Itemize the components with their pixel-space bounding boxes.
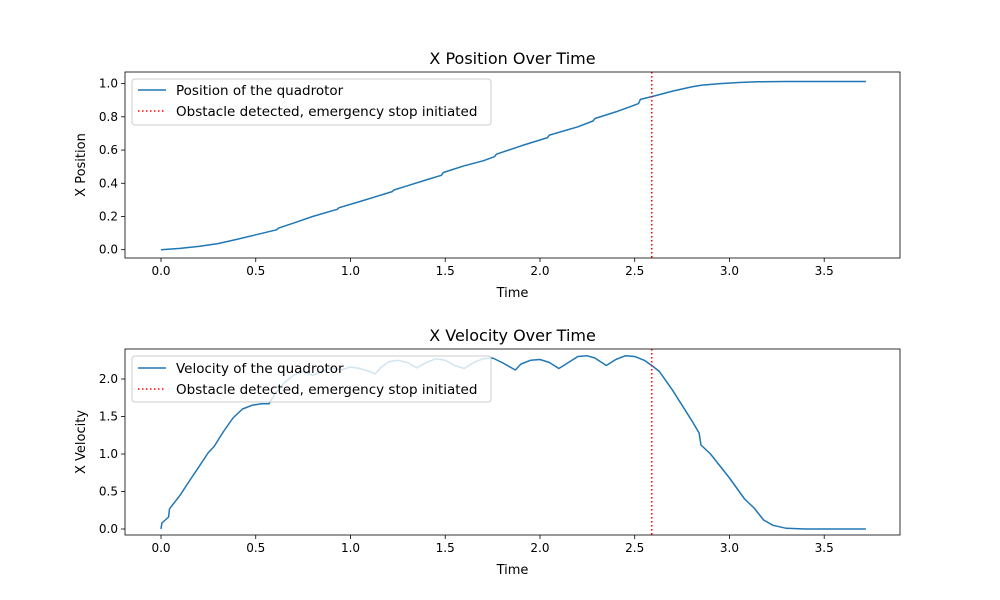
velocity-x-tick-label: 3.5	[815, 541, 834, 555]
velocity-axes-frame	[124, 348, 901, 536]
velocity-legend: Velocity of the quadrotor Obstacle detec…	[131, 355, 492, 403]
position-series-line-0	[160, 80, 866, 251]
legend-frame	[131, 355, 492, 403]
position-y-axis-label: X Position	[74, 133, 89, 197]
position-x-tick-label: 0.0	[151, 264, 170, 278]
velocity-x-tick-label: 1.5	[436, 541, 455, 555]
position-y-tick-label: 0.6	[99, 143, 118, 157]
position-x-tick-label: 1.0	[341, 264, 360, 278]
velocity-y-tick-label: 2.0	[99, 372, 118, 386]
legend-label-velocity: Velocity of the quadrotor	[176, 361, 344, 377]
position-axes-frame	[124, 71, 901, 259]
velocity-x-tick-label: 3.0	[720, 541, 739, 555]
position-y-tick-label: 0.0	[99, 243, 118, 257]
position-y-tick-label: 0.8	[99, 110, 118, 124]
velocity-y-tick-label: 1.0	[99, 447, 118, 461]
velocity-y-tick-label: 0.5	[99, 485, 118, 499]
position-ticks: 0.0 0.5 1.0 1.5 2.0 2.5 3.0 3.5 0.0 0.2 0.4 0.6 0.8 1…	[99, 77, 834, 278]
velocity-x-tick-label: 2.5	[625, 541, 644, 555]
velocity-x-tick-label: 0.0	[151, 541, 170, 555]
position-x-tick-label: 1.5	[436, 264, 455, 278]
position-x-tick-label: 0.5	[246, 264, 265, 278]
position-x-tick-label: 2.0	[530, 264, 549, 278]
velocity-subplot: X Velocity Over Time 0.0 0.5 1.0 1.5 2.0 2.5 3…	[74, 326, 901, 578]
legend-label-position: Position of the quadrotor	[176, 83, 344, 99]
position-subplot: X Position Over Time 0.0 0.5 1.0 1.5 2.0 2.5 3…	[74, 49, 901, 301]
position-legend: Position of the quadrotor Obstacle detec…	[131, 78, 492, 126]
position-x-tick-label: 3.5	[815, 264, 834, 278]
velocity-y-tick-label: 1.5	[99, 410, 118, 424]
velocity-y-tick-label: 0.0	[99, 522, 118, 536]
position-chart-title: X Position Over Time	[429, 49, 595, 68]
position-x-axis-label: Time	[496, 286, 529, 301]
legend-frame	[131, 78, 492, 126]
velocity-chart-title: X Velocity Over Time	[429, 326, 596, 345]
velocity-x-tick-label: 0.5	[246, 541, 265, 555]
legend-label-obstacle: Obstacle detected, emergency stop initia…	[176, 104, 477, 120]
velocity-ticks: 0.0 0.5 1.0 1.5 2.0 2.5 3.0 3.5 0.0 0.5 1.0 1.5 2.0	[99, 372, 834, 555]
position-x-tick-label: 2.5	[625, 264, 644, 278]
velocity-y-axis-label: X Velocity	[74, 410, 89, 474]
position-y-tick-label: 0.4	[99, 176, 118, 190]
position-y-tick-label: 1.0	[99, 77, 118, 91]
position-plot-area	[160, 72, 866, 258]
velocity-x-axis-label: Time	[496, 563, 529, 578]
legend-label-obstacle: Obstacle detected, emergency stop initia…	[176, 382, 477, 398]
position-y-tick-label: 0.2	[99, 209, 118, 223]
velocity-x-tick-label: 1.0	[341, 541, 360, 555]
velocity-x-tick-label: 2.0	[530, 541, 549, 555]
position-x-tick-label: 3.0	[720, 264, 739, 278]
